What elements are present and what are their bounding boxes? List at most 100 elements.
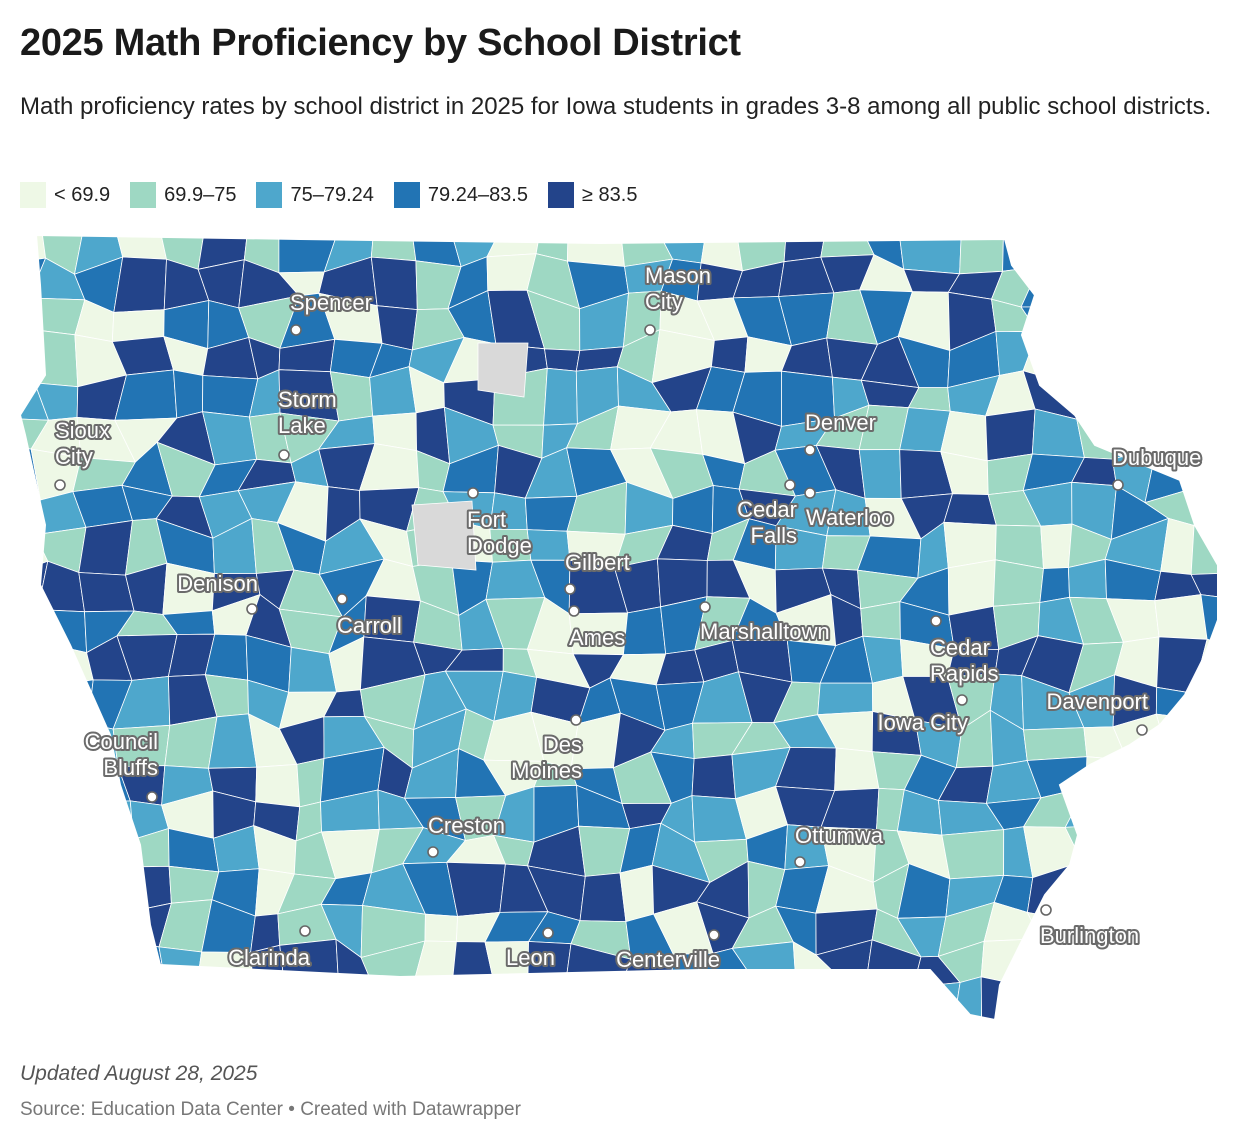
district-region[interactable] bbox=[113, 225, 168, 260]
district-region[interactable] bbox=[858, 449, 902, 499]
district-region[interactable] bbox=[0, 937, 47, 998]
district-region[interactable] bbox=[168, 865, 220, 904]
district-region[interactable] bbox=[959, 225, 1005, 275]
district-region[interactable] bbox=[0, 609, 39, 655]
district-region[interactable] bbox=[692, 975, 757, 1025]
district-region[interactable] bbox=[619, 864, 655, 923]
district-no-data[interactable] bbox=[477, 342, 529, 398]
district-region[interactable] bbox=[1040, 523, 1073, 570]
district-region[interactable] bbox=[1020, 251, 1077, 308]
district-region[interactable] bbox=[446, 861, 506, 917]
district-region[interactable] bbox=[255, 763, 301, 808]
district-region[interactable] bbox=[250, 975, 284, 1025]
district-region[interactable] bbox=[1198, 827, 1240, 873]
district-region[interactable] bbox=[783, 225, 827, 263]
district-region[interactable] bbox=[1154, 940, 1200, 993]
district-region[interactable] bbox=[710, 336, 749, 373]
district-region[interactable] bbox=[29, 917, 96, 950]
district-region[interactable] bbox=[1196, 941, 1240, 984]
district-region[interactable] bbox=[1109, 991, 1156, 1025]
district-region[interactable] bbox=[337, 990, 376, 1025]
district-region[interactable] bbox=[73, 800, 134, 840]
district-region[interactable] bbox=[282, 975, 340, 1025]
district-region[interactable] bbox=[941, 829, 1005, 880]
district-region[interactable] bbox=[668, 975, 700, 1025]
district-region[interactable] bbox=[424, 913, 459, 943]
district-region[interactable] bbox=[579, 872, 627, 923]
district-region[interactable] bbox=[0, 913, 50, 943]
district-region[interactable] bbox=[1186, 291, 1240, 338]
district-region[interactable] bbox=[1186, 804, 1240, 836]
district-region[interactable] bbox=[1110, 823, 1166, 875]
district-region[interactable] bbox=[410, 225, 462, 268]
district-region[interactable] bbox=[1148, 795, 1200, 844]
district-region[interactable] bbox=[29, 937, 96, 987]
district-region[interactable] bbox=[43, 878, 89, 921]
district-region[interactable] bbox=[1065, 981, 1121, 1025]
district-region[interactable] bbox=[1115, 747, 1170, 807]
district-region[interactable] bbox=[119, 981, 170, 1025]
district-region[interactable] bbox=[0, 828, 45, 884]
district-region[interactable] bbox=[370, 256, 418, 311]
district-region[interactable] bbox=[617, 993, 671, 1026]
district-region[interactable] bbox=[1107, 870, 1166, 920]
district-region[interactable] bbox=[113, 256, 167, 313]
district-region[interactable] bbox=[296, 757, 325, 808]
district-region[interactable] bbox=[164, 981, 208, 1025]
district-region[interactable] bbox=[0, 489, 41, 541]
district-region[interactable] bbox=[0, 641, 39, 689]
district-region[interactable] bbox=[817, 682, 874, 716]
district-region[interactable] bbox=[1196, 866, 1240, 909]
district-region[interactable] bbox=[1200, 594, 1240, 650]
district-region[interactable] bbox=[1154, 594, 1208, 640]
district-region[interactable] bbox=[1069, 861, 1124, 921]
district-region[interactable] bbox=[1190, 572, 1240, 601]
district-region[interactable] bbox=[565, 975, 633, 1025]
district-region[interactable] bbox=[30, 328, 79, 388]
district-region[interactable] bbox=[1110, 225, 1151, 262]
district-region[interactable] bbox=[527, 975, 588, 1025]
district-region[interactable] bbox=[1066, 306, 1113, 341]
district-region[interactable] bbox=[1072, 225, 1128, 261]
district-region[interactable] bbox=[1153, 980, 1200, 1025]
district-region[interactable] bbox=[905, 982, 961, 1026]
district-region[interactable] bbox=[0, 297, 32, 349]
district-region[interactable] bbox=[1149, 260, 1204, 305]
district-region[interactable] bbox=[1196, 899, 1240, 944]
district-region[interactable] bbox=[71, 866, 137, 919]
district-region[interactable] bbox=[0, 328, 36, 384]
district-region[interactable] bbox=[195, 985, 254, 1026]
district-region[interactable] bbox=[864, 982, 914, 1025]
district-region[interactable] bbox=[158, 946, 203, 992]
district-region[interactable] bbox=[31, 784, 84, 830]
district-no-data[interactable] bbox=[411, 500, 477, 571]
district-region[interactable] bbox=[1029, 981, 1070, 1025]
district-region[interactable] bbox=[362, 990, 411, 1025]
district-region[interactable] bbox=[1193, 368, 1240, 419]
district-region[interactable] bbox=[543, 367, 578, 426]
district-region[interactable] bbox=[0, 878, 49, 921]
district-region[interactable] bbox=[87, 941, 122, 983]
district-region[interactable] bbox=[1111, 259, 1164, 312]
district-region[interactable] bbox=[31, 710, 89, 765]
district-region[interactable] bbox=[1144, 403, 1207, 449]
district-region[interactable] bbox=[1149, 834, 1209, 875]
district-region[interactable] bbox=[1039, 567, 1070, 603]
district-region[interactable] bbox=[1197, 403, 1240, 457]
district-region[interactable] bbox=[1115, 373, 1153, 416]
district-region[interactable] bbox=[1151, 336, 1195, 375]
district-region[interactable] bbox=[32, 828, 89, 881]
district-region[interactable] bbox=[0, 784, 33, 841]
district-region[interactable] bbox=[1110, 303, 1170, 341]
district-region[interactable] bbox=[691, 754, 736, 800]
district-region[interactable] bbox=[1201, 447, 1240, 487]
district-region[interactable] bbox=[493, 982, 536, 1025]
district-region[interactable] bbox=[409, 990, 454, 1025]
district-region[interactable] bbox=[1186, 331, 1240, 388]
district-region[interactable] bbox=[0, 985, 47, 1025]
district-region[interactable] bbox=[1193, 485, 1240, 538]
district-region[interactable] bbox=[947, 559, 996, 616]
district-region[interactable] bbox=[1191, 681, 1240, 730]
district-region[interactable] bbox=[78, 520, 133, 576]
